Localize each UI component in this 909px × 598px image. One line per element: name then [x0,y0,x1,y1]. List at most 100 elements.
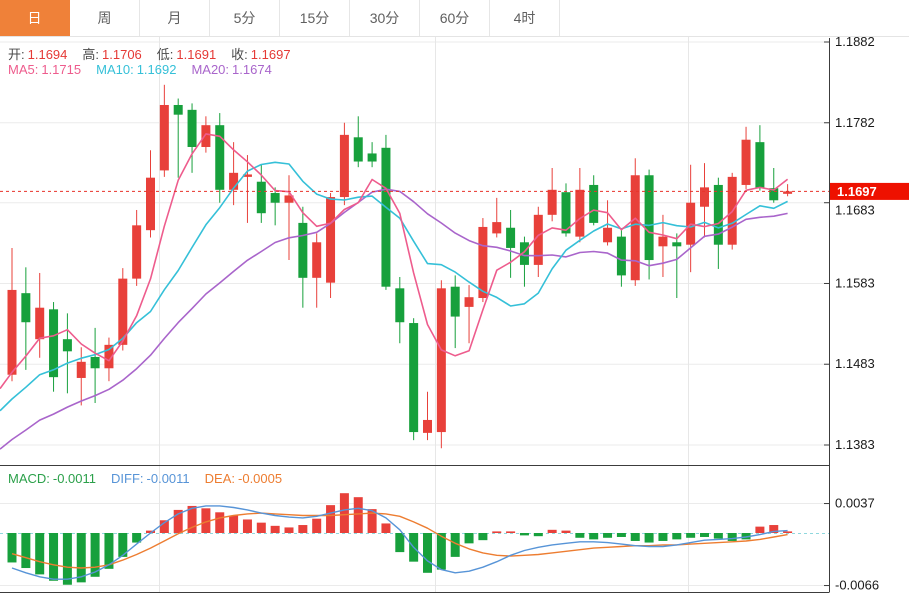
macd-bar-down [644,533,654,543]
ohlc-item: 收: 1.1697 [231,44,290,63]
candle-down [173,104,183,115]
macd-bar-up [298,525,308,533]
price-tick-label: 1.1683 [835,203,875,218]
macd-bar-up [229,515,239,533]
tab-60min[interactable]: 60分 [420,0,490,36]
macd-bar-up [187,505,197,533]
candle-up [492,222,502,234]
candle-down [90,356,100,369]
last-price-tag-value: 1.1697 [837,184,877,199]
candle-up [547,189,557,215]
candle-up [159,104,169,171]
candle-up [423,419,432,433]
macd-bar-down [727,533,737,541]
macd-bar-up [506,531,516,534]
candle-down [519,242,529,265]
macd-bar-down [741,533,751,540]
candle-down [506,227,516,248]
candle-down [21,293,31,323]
candle-down [589,184,599,223]
macd-bar-down [603,533,613,538]
ma-label: MA5: [8,62,39,77]
candle-up [326,197,336,283]
candle-down [755,142,765,189]
macd-bar-down [713,533,723,539]
candle-up [229,172,239,190]
candle-down [298,222,308,278]
price-tick-label: 1.1583 [835,275,875,290]
macd-bar-down [630,533,640,541]
candle-up [658,236,668,247]
ma20-line [0,188,788,450]
tab-4hour[interactable]: 4时 [490,0,560,36]
macd-bar-down [575,533,585,538]
ohlc-item: 开: 1.1694 [8,44,67,63]
ma-label: MA10: [96,62,134,77]
candle-down [395,288,405,323]
macd-bar-up [755,526,765,533]
macd-bar-up [492,531,502,534]
macd-bar-up [242,519,252,533]
candle-up [700,187,709,207]
macd-bar-up [201,508,211,533]
tab-week[interactable]: 周 [70,0,140,36]
macd-value: -0.0011 [146,471,190,486]
macd-bar-up [547,529,557,533]
macd-bar-up [215,512,225,533]
macd-label: DEA: [204,471,236,486]
candle-down [270,193,280,203]
candle-up [783,191,793,194]
candle-down [561,192,571,234]
macd-bar-down [132,533,142,543]
macd-lines [11,505,788,580]
tab-month[interactable]: 月 [140,0,210,36]
price-tick-label: 1.1483 [835,356,875,371]
macd-bar-up [367,509,377,533]
candle-down [713,184,723,245]
macd-bar-down [35,533,45,575]
candle-down [769,188,779,201]
macd-readout: MACD: -0.0011 DIFF: -0.0011 DEA: -0.0005 [8,471,282,486]
macd-bar-up [173,509,183,533]
candle-up [339,134,349,198]
candle-down [450,286,460,317]
last-price-tag: 1.1697 [830,182,909,200]
ma-item: MA5: 1.1715 [8,62,81,77]
macd-tick-label: 0.0037 [835,496,875,511]
macd-bar-up [270,525,280,533]
candle-up [575,189,585,237]
macd-value: -0.0011 [52,471,97,486]
macd-bar-down [450,533,460,557]
macd-bar-up [353,497,363,533]
macd-label: DIFF: [111,471,144,486]
macd-bar-down [616,533,626,537]
price-tick-label: 1.1882 [835,34,875,49]
macd-bar-down [76,533,86,583]
macd-bar-down [395,533,405,553]
macd-bar-down [62,533,72,585]
ma-lines [0,133,789,450]
tab-15min[interactable]: 15分 [280,0,350,36]
ma-item: MA10: 1.1692 [96,62,176,77]
candle-up [603,227,613,243]
macd-bar-down [658,533,668,541]
candle-down [616,236,626,276]
macd-bar-down [423,533,432,573]
ohlc-item: 高: 1.1706 [82,44,141,63]
candle-down [367,153,377,162]
candle-up [533,214,543,265]
macd-bar-down [90,533,100,577]
candle-up [284,195,294,203]
tab-5min[interactable]: 5分 [210,0,280,36]
candle-down [409,323,419,433]
macd-bar-down [478,533,488,541]
ma-value: 1.1715 [41,62,82,77]
axis-labels: 1.1882 1.1782 1.1683 1.1583 1.1483 1.1383 0.00… [824,34,879,593]
macd-bar-down [49,533,59,581]
macd-bar-up [381,523,391,533]
tab-30min[interactable]: 30分 [350,0,420,36]
tab-day[interactable]: 日 [0,0,70,36]
macd-bar-up [284,527,294,533]
